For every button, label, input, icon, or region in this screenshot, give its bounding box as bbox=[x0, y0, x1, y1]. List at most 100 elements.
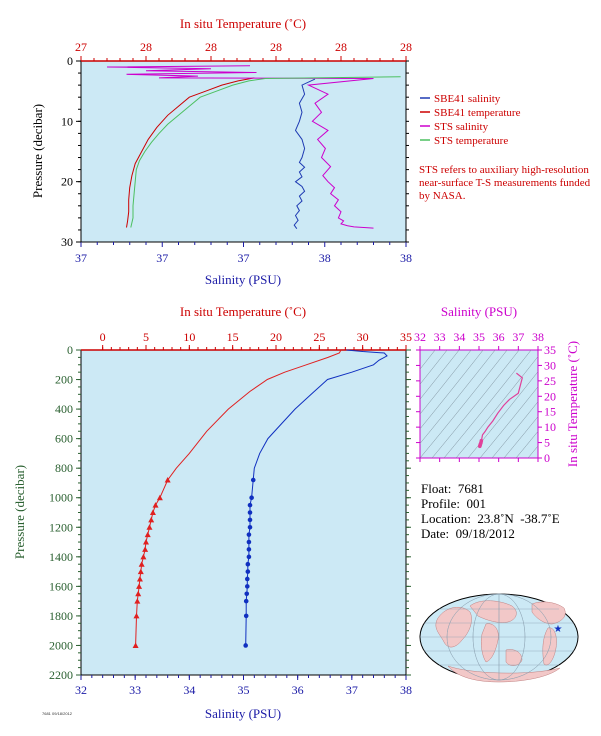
ts-density-contour bbox=[443, 350, 532, 458]
full-profile-temperature-point bbox=[156, 494, 163, 501]
profile-number: Profile: 001 bbox=[421, 496, 486, 511]
full-profile-salinity-point bbox=[244, 584, 250, 589]
near-surface-series-line bbox=[293, 78, 316, 229]
full-profile-temperature-point bbox=[143, 539, 149, 545]
ts-inset-top-axis-label: Salinity (PSU) bbox=[441, 304, 517, 319]
map-meridian bbox=[446, 593, 552, 681]
legend-entry-label: SBE41 temperature bbox=[434, 107, 521, 119]
float-id: Float: 7681 bbox=[421, 481, 484, 496]
ts-inset-right-tick-label: 30 bbox=[544, 358, 556, 372]
ts-density-contour bbox=[420, 350, 472, 415]
ts-inset-right-tick-label: 25 bbox=[544, 374, 556, 388]
note-text: STS refers to auxiliary high-resolution … bbox=[419, 164, 591, 202]
full-profile-temperature-point bbox=[148, 516, 155, 523]
full-profile-salinity-point bbox=[243, 598, 249, 604]
ts-inset-series bbox=[477, 372, 523, 449]
ts-density-contour bbox=[467, 371, 538, 458]
near-surface-y-ticks: 0 10 20 30 bbox=[61, 54, 409, 249]
ts-density-contour bbox=[491, 401, 538, 458]
full-profile-salinity-point bbox=[246, 539, 252, 545]
ts-density-contour bbox=[420, 350, 496, 444]
ts-inset-right-tick-label: 0 bbox=[544, 451, 550, 465]
ts-density-contour bbox=[527, 445, 538, 458]
full-profile-y-tick-label: 1200 bbox=[49, 520, 73, 534]
near-surface-top-tick-label: 28 bbox=[270, 40, 282, 54]
full-profile-temperature-point bbox=[134, 598, 141, 604]
footer-code: 7681 09/18/2012 bbox=[42, 711, 73, 716]
full-profile-y-tick-label: 2000 bbox=[49, 638, 73, 652]
full-profile-temperature-point bbox=[135, 590, 142, 597]
near-surface-series-line bbox=[130, 76, 401, 228]
near-surface-bottom-tick-label: 38 bbox=[400, 251, 412, 265]
ts-inset-top-tick-label: 34 bbox=[453, 330, 465, 344]
full-profile-top-tick-label: 10 bbox=[183, 330, 195, 344]
ts-inset-top-tick-label: 36 bbox=[493, 330, 505, 344]
full-profile-top-tick-label: 30 bbox=[357, 330, 369, 344]
near-surface-top-tick-label: 28 bbox=[400, 40, 412, 54]
near-surface-y-tick-label: 10 bbox=[61, 114, 73, 128]
full-profile-y-tick-label: 200 bbox=[55, 373, 73, 387]
full-profile-temperature-point bbox=[146, 524, 153, 530]
full-profile-bottom-tick-label: 32 bbox=[75, 683, 87, 697]
full-profile-salinity-point bbox=[245, 569, 251, 574]
near-surface-y-tick-label: 30 bbox=[61, 235, 73, 249]
full-profile-temperature-point bbox=[136, 583, 143, 589]
legend-entry-label: SBE41 salinity bbox=[434, 93, 501, 105]
full-profile-salinity-point bbox=[243, 613, 249, 619]
full-profile-top-tick-label: 20 bbox=[270, 330, 282, 344]
near-surface-bottom-tick-label: 38 bbox=[319, 251, 331, 265]
full-profile-top-tick-label: 0 bbox=[100, 330, 106, 344]
full-profile-temperature-point bbox=[133, 612, 140, 619]
full-profile-top-axis-label: In situ Temperature (˚C) bbox=[180, 304, 306, 319]
near-surface-top-tick-label: 28 bbox=[140, 40, 152, 54]
full-profile-temperature-point bbox=[144, 531, 151, 538]
full-profile-temperature-point bbox=[142, 546, 149, 552]
ts-inset-right-tick-label: 35 bbox=[544, 343, 556, 357]
full-profile-bottom-tick-label: 36 bbox=[292, 683, 304, 697]
full-profile-top-tick-label: 5 bbox=[143, 330, 149, 344]
ts-inset-top-tick-label: 33 bbox=[434, 330, 446, 344]
full-profile-top-tick-label: 25 bbox=[313, 330, 325, 344]
near-surface-panel: In situ Temperature (˚C) Salinity (PSU) … bbox=[30, 16, 412, 287]
legend-entry-label: STS temperature bbox=[434, 135, 508, 147]
full-profile-salinity-point bbox=[250, 477, 256, 483]
full-profile-temperature-point bbox=[137, 568, 144, 575]
full-profile-salinity-point bbox=[247, 502, 253, 508]
ts-inset-panel: Salinity (PSU) In situ Temperature (˚C) … bbox=[414, 304, 580, 467]
full-profile-y-ticks: 0 200 400 600 800 1000 1200 1400 1600 1800 2000 220… bbox=[49, 343, 411, 682]
full-profile-top-tick-label: 35 bbox=[400, 330, 412, 344]
full-profile-bottom-tick-label: 34 bbox=[183, 683, 195, 697]
full-profile-y-tick-label: 600 bbox=[55, 432, 73, 446]
near-surface-bottom-tick-label: 37 bbox=[238, 251, 250, 265]
full-profile-bottom-ticks: 32 33 34 35 36 37 38 bbox=[75, 675, 412, 697]
float-location-marker: ★ bbox=[554, 624, 563, 635]
ts-inset-point bbox=[479, 438, 484, 443]
near-surface-y-axis-label: Pressure (decibar) bbox=[30, 104, 45, 198]
world-map: ★ bbox=[419, 593, 579, 683]
near-surface-bottom-ticks: 37 37 37 38 38 bbox=[75, 242, 412, 265]
ts-inset-top-tick-label: 35 bbox=[473, 330, 485, 344]
ts-density-contour bbox=[420, 350, 436, 370]
ts-density-contour bbox=[431, 350, 520, 458]
full-profile-top-tick-label: 15 bbox=[227, 330, 239, 344]
ts-density-contour bbox=[503, 416, 538, 458]
full-profile-salinity-point bbox=[247, 510, 253, 515]
full-profile-temperature-point bbox=[140, 553, 147, 560]
ts-density-contour bbox=[420, 350, 460, 400]
full-profile-temperature-point bbox=[164, 477, 171, 483]
ts-density-contour bbox=[515, 430, 538, 458]
full-profile-y-axis-label: Pressure (decibar) bbox=[12, 465, 27, 559]
full-profile-salinity-point bbox=[243, 643, 248, 648]
full-profile-temperature-point bbox=[132, 642, 139, 648]
full-profile-panel: In situ Temperature (˚C) Salinity (PSU) … bbox=[12, 304, 412, 721]
full-profile-temperature-point bbox=[136, 575, 143, 582]
near-surface-series bbox=[106, 65, 401, 229]
full-profile-y-tick-label: 1400 bbox=[49, 550, 73, 564]
ts-inset-right-tick-label: 10 bbox=[544, 420, 556, 434]
ts-inset-right-tick-label: 20 bbox=[544, 389, 556, 403]
full-profile-y-tick-label: 2200 bbox=[49, 668, 73, 682]
ts-inset-top-tick-label: 38 bbox=[532, 330, 544, 344]
near-surface-series-line bbox=[126, 77, 255, 228]
